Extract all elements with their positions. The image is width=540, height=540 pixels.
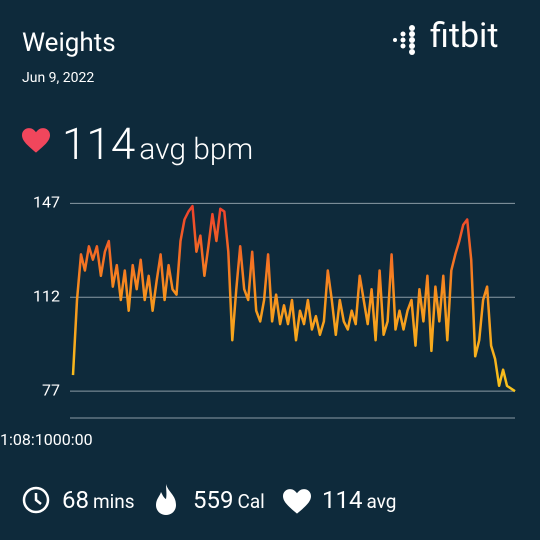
- stat-unit: avg: [366, 490, 397, 513]
- heart-outline-icon: [283, 489, 311, 514]
- chart: 77 112 147: [33, 193, 516, 419]
- heart-icon: [22, 128, 50, 153]
- x-tick-label: 00:00: [52, 430, 93, 449]
- stat-avg: 114 avg: [322, 486, 396, 514]
- stat-value: 68: [62, 486, 89, 514]
- x-labels: 1:08:10 00:00: [0, 430, 93, 449]
- flame-icon: [156, 484, 176, 515]
- stat-value: 114: [322, 486, 363, 514]
- y-tick-label: 77: [42, 380, 60, 399]
- date: Jun 9, 2022: [22, 70, 95, 86]
- heart-rate-line: [71, 204, 516, 393]
- summary: 114 avg bpm: [62, 118, 253, 170]
- logo-text: fitbit: [430, 16, 499, 56]
- stat-value: 559: [193, 486, 234, 514]
- y-tick-label: 147: [33, 193, 60, 212]
- x-tick-label: 1:08:10: [0, 430, 53, 449]
- stat-calories: 559 Cal: [193, 486, 265, 514]
- logo-dots: [393, 25, 415, 55]
- stat-unit: Cal: [237, 490, 265, 513]
- y-tick-label: 112: [33, 287, 60, 306]
- clock-icon: [22, 486, 50, 514]
- stat-duration: 68 mins: [62, 486, 135, 514]
- title: Weights: [22, 28, 116, 58]
- summary-unit: avg bpm: [139, 132, 254, 167]
- summary-value: 114: [62, 118, 136, 170]
- stat-unit: mins: [92, 490, 135, 513]
